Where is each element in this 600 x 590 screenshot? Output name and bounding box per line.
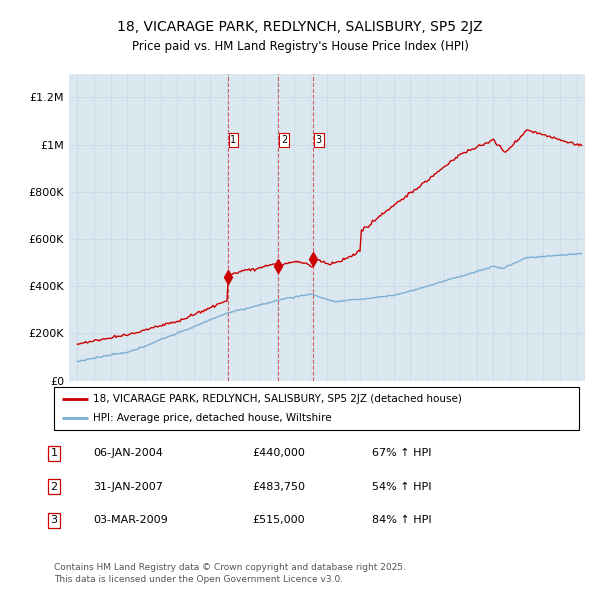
Text: 18, VICARAGE PARK, REDLYNCH, SALISBURY, SP5 2JZ (detached house): 18, VICARAGE PARK, REDLYNCH, SALISBURY, … (94, 394, 462, 404)
Text: 2: 2 (50, 482, 58, 491)
Text: 2: 2 (281, 135, 287, 145)
Text: £515,000: £515,000 (252, 516, 305, 525)
Text: 1: 1 (230, 135, 236, 145)
Text: £483,750: £483,750 (252, 482, 305, 491)
Text: 31-JAN-2007: 31-JAN-2007 (93, 482, 163, 491)
Text: 1: 1 (50, 448, 58, 458)
Text: Price paid vs. HM Land Registry's House Price Index (HPI): Price paid vs. HM Land Registry's House … (131, 40, 469, 53)
Text: 06-JAN-2004: 06-JAN-2004 (93, 448, 163, 458)
Text: Contains HM Land Registry data © Crown copyright and database right 2025.
This d: Contains HM Land Registry data © Crown c… (54, 563, 406, 584)
Text: 3: 3 (50, 516, 58, 525)
Text: 54% ↑ HPI: 54% ↑ HPI (372, 482, 431, 491)
Text: 18, VICARAGE PARK, REDLYNCH, SALISBURY, SP5 2JZ: 18, VICARAGE PARK, REDLYNCH, SALISBURY, … (117, 19, 483, 34)
Text: 03-MAR-2009: 03-MAR-2009 (93, 516, 168, 525)
FancyBboxPatch shape (54, 387, 579, 430)
Text: £440,000: £440,000 (252, 448, 305, 458)
Text: HPI: Average price, detached house, Wiltshire: HPI: Average price, detached house, Wilt… (94, 413, 332, 423)
Text: 67% ↑ HPI: 67% ↑ HPI (372, 448, 431, 458)
Text: 84% ↑ HPI: 84% ↑ HPI (372, 516, 431, 525)
Text: 3: 3 (316, 135, 322, 145)
